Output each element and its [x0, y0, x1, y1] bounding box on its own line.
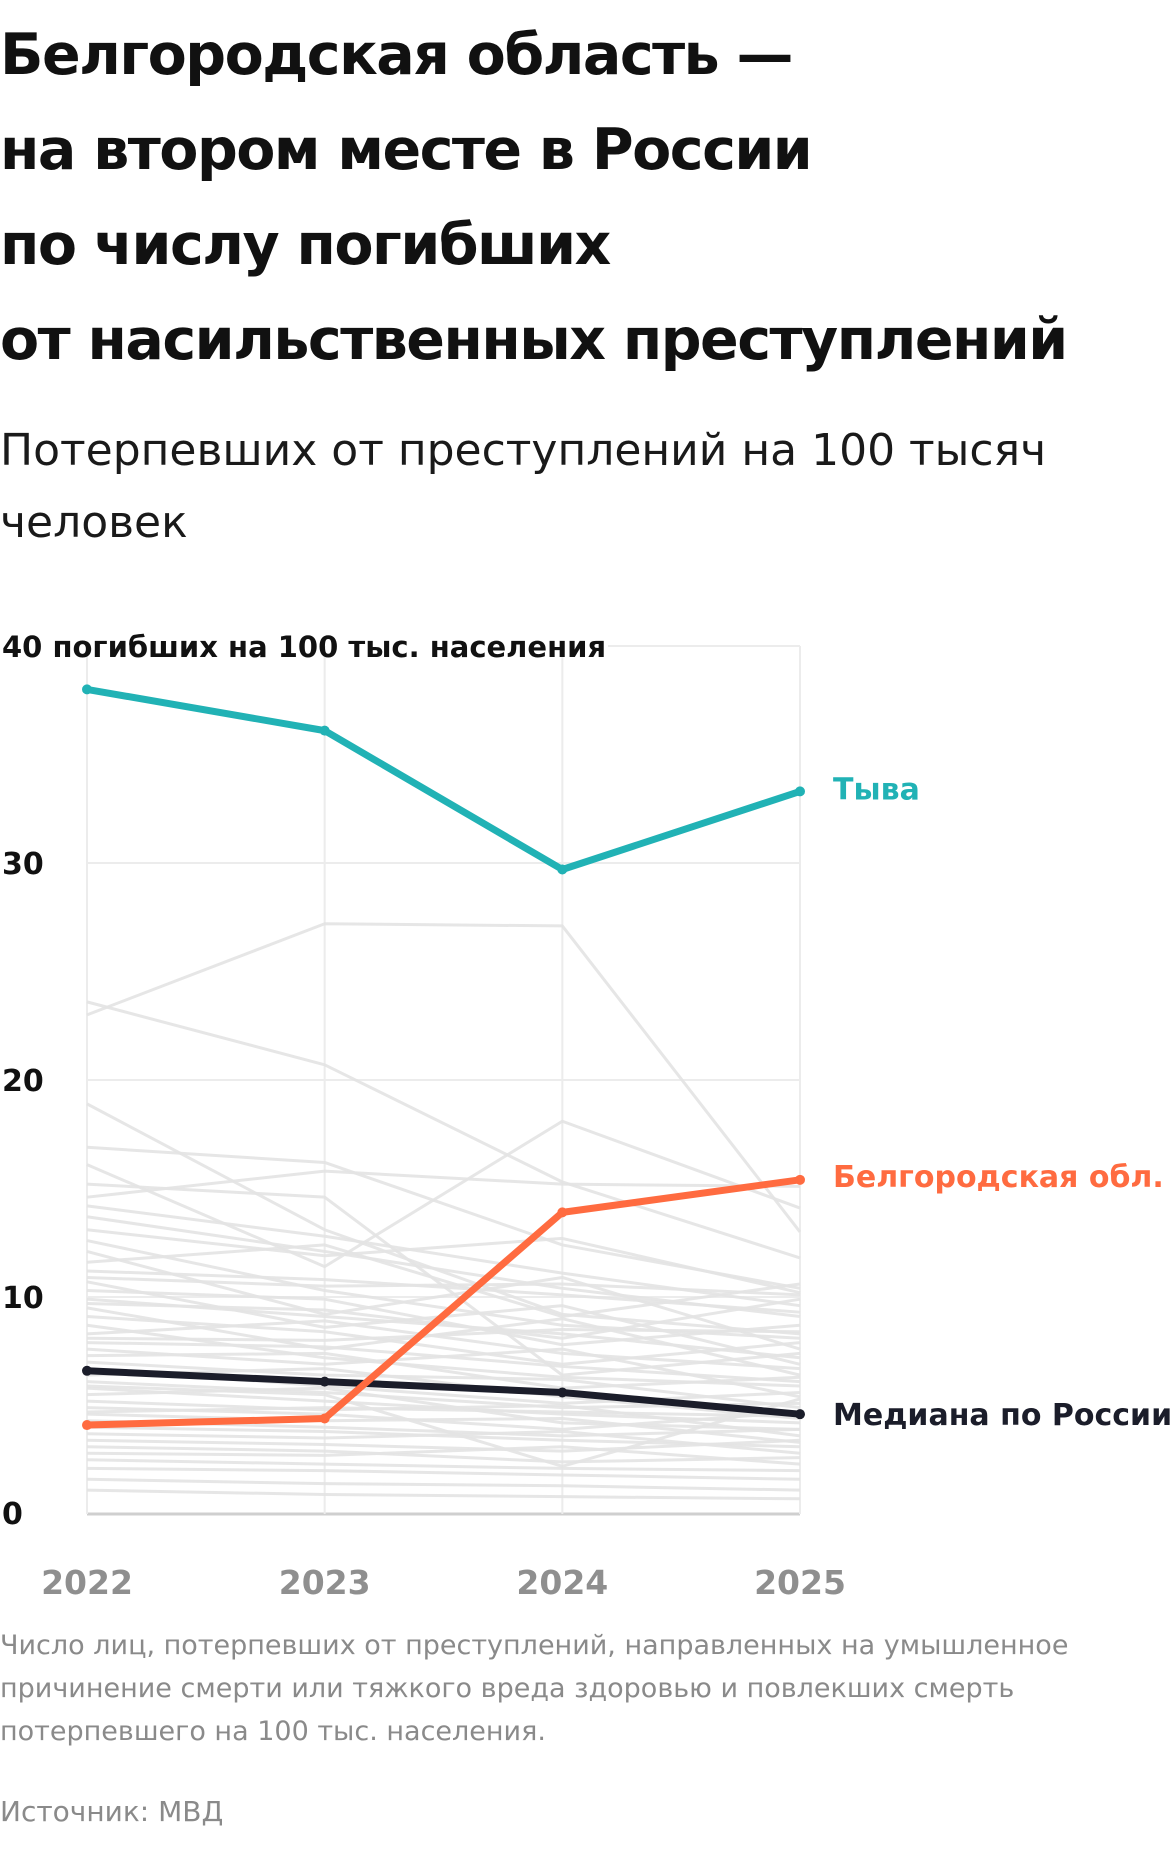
- series-line: [83, 685, 804, 874]
- series-point: [557, 1207, 568, 1218]
- background-series-line: [86, 1000, 801, 1260]
- series-point: [82, 684, 92, 695]
- series-point: [82, 1420, 92, 1431]
- series-point: [319, 1376, 330, 1387]
- x-tick-label: 2025: [754, 1563, 846, 1600]
- series-point: [82, 1365, 92, 1376]
- background-series-line: [86, 1438, 801, 1453]
- series-point: [557, 1387, 568, 1398]
- background-series-line: [86, 1328, 801, 1342]
- background-series-line: [86, 1430, 801, 1455]
- subtitle-line: Потерпевших от преступлений на 100 тысяч: [0, 425, 1047, 476]
- footnote-line: Число лиц, потерпевших от преступлений, …: [0, 1630, 1069, 1661]
- y-tick-label: 10: [2, 1281, 44, 1316]
- background-series-line: [86, 1288, 801, 1347]
- background-series-line: [86, 1477, 801, 1492]
- title-line: Белгородская область —: [0, 22, 794, 88]
- footnote-line: причинение смерти или тяжкого вреда здор…: [0, 1673, 1015, 1704]
- subtitle-line: человек: [0, 497, 188, 548]
- x-tick-label: 2024: [516, 1563, 608, 1600]
- series-point: [795, 1409, 805, 1420]
- background-series-line: [86, 1269, 801, 1314]
- series-point: [557, 864, 568, 875]
- background-series-group: [86, 922, 802, 1501]
- background-series-line: [86, 1102, 801, 1336]
- axis-labels: 40 погибших на 100 тыс. населения 30 20 10 0…: [2, 630, 846, 1600]
- background-series-line: [86, 1275, 801, 1297]
- background-series-line: [86, 1228, 801, 1295]
- series-line: [83, 1176, 804, 1429]
- footnote-line: потерпевшего на 100 тыс. населения.: [0, 1716, 546, 1747]
- source-credit: Источник: МВД: [0, 1795, 224, 1828]
- background-series-line: [86, 1297, 801, 1340]
- chart-footnote: Число лиц, потерпевших от преступлений, …: [0, 1624, 1150, 1753]
- title-line: от насильственных преступлений: [0, 307, 1068, 373]
- background-series-line: [86, 1367, 801, 1421]
- y-tick-label: 40 погибших на 100 тыс. населения: [2, 630, 606, 664]
- title-line: на втором месте в России: [0, 117, 813, 183]
- background-series-line: [86, 1243, 801, 1319]
- series-point: [319, 1413, 330, 1424]
- series-label: Тыва: [833, 772, 920, 807]
- x-tick-label: 2022: [41, 1563, 133, 1600]
- x-tick-label: 2023: [279, 1563, 371, 1600]
- series-point: [795, 1174, 805, 1185]
- series-label: Медиана по России: [833, 1398, 1171, 1433]
- background-series-line: [86, 1406, 801, 1418]
- series-labels: Тыва Белгородская обл. Медиана по России: [833, 772, 1171, 1433]
- title-line: по числу погибших: [0, 212, 611, 278]
- background-series-line: [86, 1488, 801, 1501]
- background-series-line: [86, 922, 802, 1233]
- background-series-line: [86, 1347, 801, 1399]
- background-series-line: [86, 1445, 801, 1466]
- background-series-line: [86, 1458, 801, 1473]
- series-point: [319, 725, 330, 736]
- background-series-line: [86, 1445, 801, 1464]
- background-series-line: [86, 1384, 801, 1468]
- series-line: [83, 1367, 804, 1418]
- background-series-line: [86, 1360, 801, 1410]
- line-chart: 40 погибших на 100 тыс. населения 30 20 10 0…: [2, 630, 1171, 1600]
- background-series-line: [86, 1119, 801, 1269]
- y-tick-label: 30: [2, 847, 44, 882]
- series-label: Белгородская обл.: [833, 1160, 1164, 1195]
- background-series-line: [86, 1351, 801, 1390]
- background-series-line: [86, 1466, 801, 1481]
- series-point: [795, 786, 805, 797]
- background-series-line: [86, 1169, 801, 1199]
- chart-title: Белгородская область — на втором месте в…: [0, 8, 1171, 388]
- background-series-line: [86, 1412, 801, 1444]
- highlighted-series-group: [82, 684, 805, 1431]
- background-series-line: [86, 1319, 801, 1371]
- chart-subtitle: Потерпевших от преступлений на 100 тысяч…: [0, 415, 1140, 559]
- background-series-line: [86, 1315, 801, 1366]
- y-tick-label: 20: [2, 1064, 44, 1099]
- y-tick-label: 0: [2, 1497, 23, 1532]
